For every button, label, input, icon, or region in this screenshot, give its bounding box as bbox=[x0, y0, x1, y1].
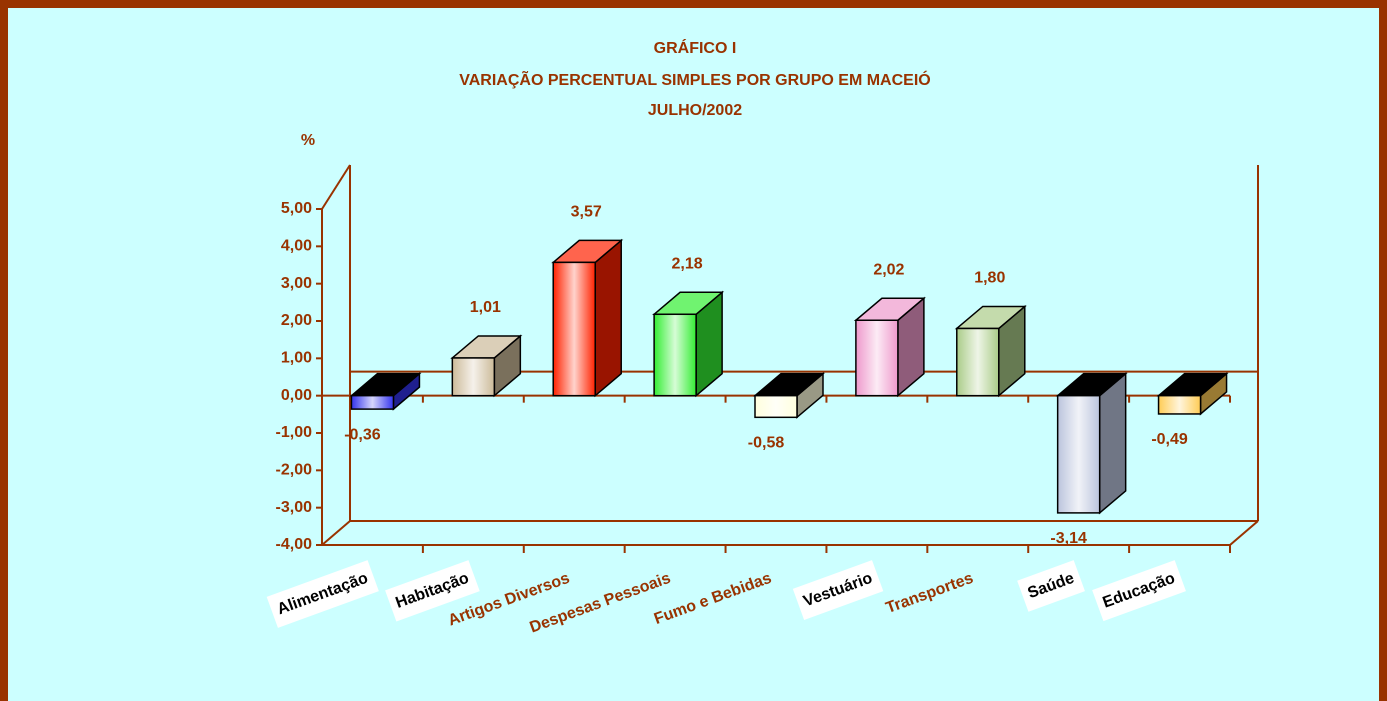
value-label: 1,80 bbox=[974, 270, 1005, 287]
bar-side bbox=[594, 238, 622, 398]
value-label: 3,57 bbox=[571, 204, 602, 221]
y-tick-label: -4,00 bbox=[276, 536, 313, 553]
chart-title: VARIAÇÃO PERCENTUAL SIMPLES POR GRUPO EM… bbox=[459, 69, 930, 89]
y-tick-label: 2,00 bbox=[281, 312, 312, 329]
y-axis-label: % bbox=[301, 132, 315, 149]
bar-front bbox=[1157, 394, 1202, 415]
bar-front bbox=[754, 394, 798, 419]
value-label: 2,18 bbox=[672, 255, 703, 272]
bar bbox=[752, 372, 826, 419]
floor-edge bbox=[1229, 520, 1259, 546]
bar-front bbox=[451, 357, 496, 397]
y-tick-label: -2,00 bbox=[276, 462, 313, 479]
y-tick-label: 5,00 bbox=[281, 200, 312, 217]
value-label: 1,01 bbox=[470, 299, 501, 316]
bar bbox=[954, 304, 1027, 398]
bar bbox=[853, 296, 926, 398]
bar-front bbox=[956, 327, 1000, 397]
value-label: -0,58 bbox=[748, 435, 785, 452]
category-label-group: Saúde bbox=[1017, 560, 1085, 612]
bar-front bbox=[350, 394, 395, 410]
label-background bbox=[792, 560, 884, 620]
y-tick-label: 0,00 bbox=[281, 387, 312, 404]
y-tick-label: 3,00 bbox=[281, 275, 312, 292]
bar-front bbox=[552, 261, 596, 397]
label-background bbox=[1092, 560, 1186, 622]
bar-front bbox=[1056, 394, 1101, 514]
floor-edge bbox=[321, 520, 351, 546]
label-background bbox=[266, 560, 379, 628]
bar-front bbox=[653, 313, 697, 397]
side-edge bbox=[321, 164, 351, 210]
bar bbox=[349, 372, 422, 411]
bar bbox=[1055, 372, 1128, 515]
label-background bbox=[1017, 560, 1085, 612]
value-label: -0,36 bbox=[344, 426, 381, 443]
chart-title: JULHO/2002 bbox=[648, 102, 742, 119]
value-label: -0,49 bbox=[1151, 431, 1188, 448]
bar bbox=[1156, 372, 1229, 416]
value-label: -3,14 bbox=[1050, 530, 1087, 547]
bar bbox=[551, 238, 624, 398]
y-tick-label: 4,00 bbox=[281, 238, 312, 255]
y-tick-label: -3,00 bbox=[276, 499, 313, 516]
value-label: 2,02 bbox=[873, 261, 904, 278]
chart-title: GRÁFICO I bbox=[654, 38, 737, 57]
bar-side bbox=[1098, 372, 1127, 515]
bar bbox=[652, 290, 725, 398]
y-tick-label: 1,00 bbox=[281, 350, 312, 367]
bar-front bbox=[855, 319, 899, 397]
bar bbox=[450, 334, 523, 398]
y-tick-label: -1,00 bbox=[276, 424, 313, 441]
label-background bbox=[385, 560, 480, 622]
